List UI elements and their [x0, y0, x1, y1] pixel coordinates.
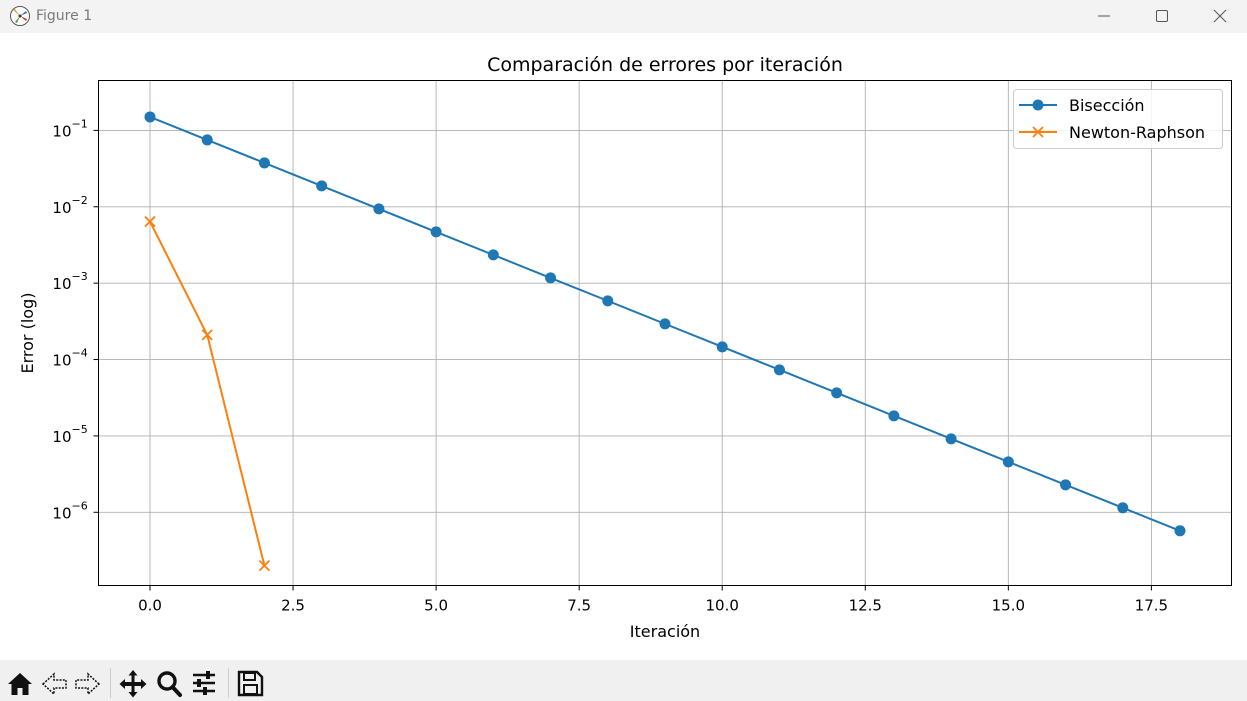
save-icon	[237, 670, 264, 697]
window-titlebar: Figure 1	[0, 0, 1247, 33]
maximize-button[interactable]	[1133, 0, 1191, 33]
navigation-toolbar	[0, 660, 1247, 701]
toolbar-separator	[110, 668, 111, 698]
figure-canvas[interactable]: 0.0 2.5 5.0 7.5 10.0 12.5 15.0 17.5 10 −1 10 −2 10−…	[0, 33, 1247, 660]
data-point-biseccion	[1060, 479, 1072, 491]
data-point-biseccion	[716, 341, 728, 353]
home-button[interactable]	[6, 668, 34, 698]
series-lines	[149, 116, 1181, 566]
data-point-newton	[258, 560, 271, 572]
y-axis-ticks: 10−110−210−310−410−510−6	[52, 117, 99, 522]
data-point-biseccion	[258, 157, 270, 169]
data-point-biseccion	[659, 318, 671, 330]
data-point-biseccion	[945, 433, 957, 445]
configure-subplots-button[interactable]	[190, 668, 218, 698]
y-tick-label: 10	[52, 504, 71, 522]
home-icon	[8, 673, 32, 695]
x-tick-label: 0.0	[138, 597, 162, 615]
x-tick-label: 2.5	[281, 597, 305, 615]
chart-title: Comparación de errores por iteración	[487, 54, 843, 76]
grid-lines	[98, 80, 1232, 586]
y-tick-label: 10	[52, 352, 71, 370]
forward-button[interactable]	[74, 668, 102, 698]
configure-subplots-icon	[193, 671, 215, 695]
x-tick-label: 7.5	[567, 597, 591, 615]
x-axis-label: Iteración	[630, 622, 700, 641]
y-tick-exponent: −4	[72, 347, 88, 360]
x-tick-label: 5.0	[424, 597, 448, 615]
y-tick-label: 10	[52, 275, 71, 293]
data-point-biseccion	[831, 387, 843, 399]
y-tick-exponent: −5	[72, 423, 88, 436]
legend-box	[1013, 89, 1223, 149]
y-tick-exponent: −2	[72, 194, 88, 207]
toolbar-separator	[228, 668, 229, 698]
data-point-biseccion	[373, 203, 385, 215]
y-tick-exponent: −3	[72, 270, 88, 283]
close-button[interactable]	[1191, 0, 1247, 33]
y-axis-label: Error (log)	[18, 293, 37, 374]
data-point-biseccion	[201, 134, 213, 146]
data-point-biseccion	[1117, 502, 1129, 514]
plot-frame	[98, 80, 1232, 586]
x-tick-label: 15.0	[992, 597, 1025, 615]
matplotlib-app-icon	[10, 6, 30, 26]
y-tick-exponent: −6	[72, 499, 88, 512]
data-point-biseccion	[1002, 456, 1014, 468]
error-comparison-chart: 0.0 2.5 5.0 7.5 10.0 12.5 15.0 17.5 10 −110 −210−…	[18, 54, 1232, 641]
data-point-biseccion	[316, 180, 328, 192]
maximize-icon	[1156, 10, 1168, 22]
zoom-icon	[157, 671, 182, 697]
data-point-biseccion	[430, 226, 442, 238]
y-tick-label: 10	[52, 199, 71, 217]
y-tick-label: 10	[52, 122, 71, 140]
window-title: Figure 1	[36, 8, 93, 24]
data-point-biseccion	[602, 295, 614, 307]
legend-label-biseccion: Bisección	[1069, 96, 1145, 115]
y-tick-label: 10	[52, 428, 71, 446]
x-tick-label: 17.5	[1135, 597, 1168, 615]
minimize-icon	[1098, 15, 1110, 17]
pan-button[interactable]	[119, 668, 147, 698]
data-point-biseccion	[1174, 525, 1186, 537]
legend-marker-newton	[1032, 126, 1044, 138]
pan-icon	[119, 670, 147, 698]
legend-marker-biseccion	[1032, 99, 1044, 111]
data-point-biseccion	[487, 249, 499, 261]
legend: Bisección Newton-Raphson	[1013, 89, 1223, 149]
forward-icon	[75, 672, 101, 696]
x-tick-label: 10.0	[706, 597, 739, 615]
data-point-newton	[144, 215, 156, 228]
data-point-biseccion	[144, 111, 156, 123]
zoom-button[interactable]	[155, 668, 183, 698]
x-tick-label: 12.5	[849, 597, 882, 615]
save-button[interactable]	[236, 668, 264, 698]
close-icon	[1213, 9, 1227, 23]
y-tick-exponent: −1	[72, 117, 88, 130]
back-icon	[41, 672, 67, 696]
data-point-newton	[201, 329, 213, 341]
data-point-biseccion	[888, 410, 900, 422]
data-point-biseccion	[545, 272, 557, 284]
back-button[interactable]	[40, 668, 68, 698]
x-axis-ticks: 0.0 2.5 5.0 7.5 10.0 12.5 15.0 17.5	[138, 585, 1168, 615]
data-point-biseccion	[773, 364, 785, 376]
minimize-button[interactable]	[1075, 0, 1133, 33]
series-line-1	[149, 221, 266, 566]
series-markers	[144, 111, 1186, 572]
legend-label-newton: Newton-Raphson	[1069, 123, 1205, 142]
